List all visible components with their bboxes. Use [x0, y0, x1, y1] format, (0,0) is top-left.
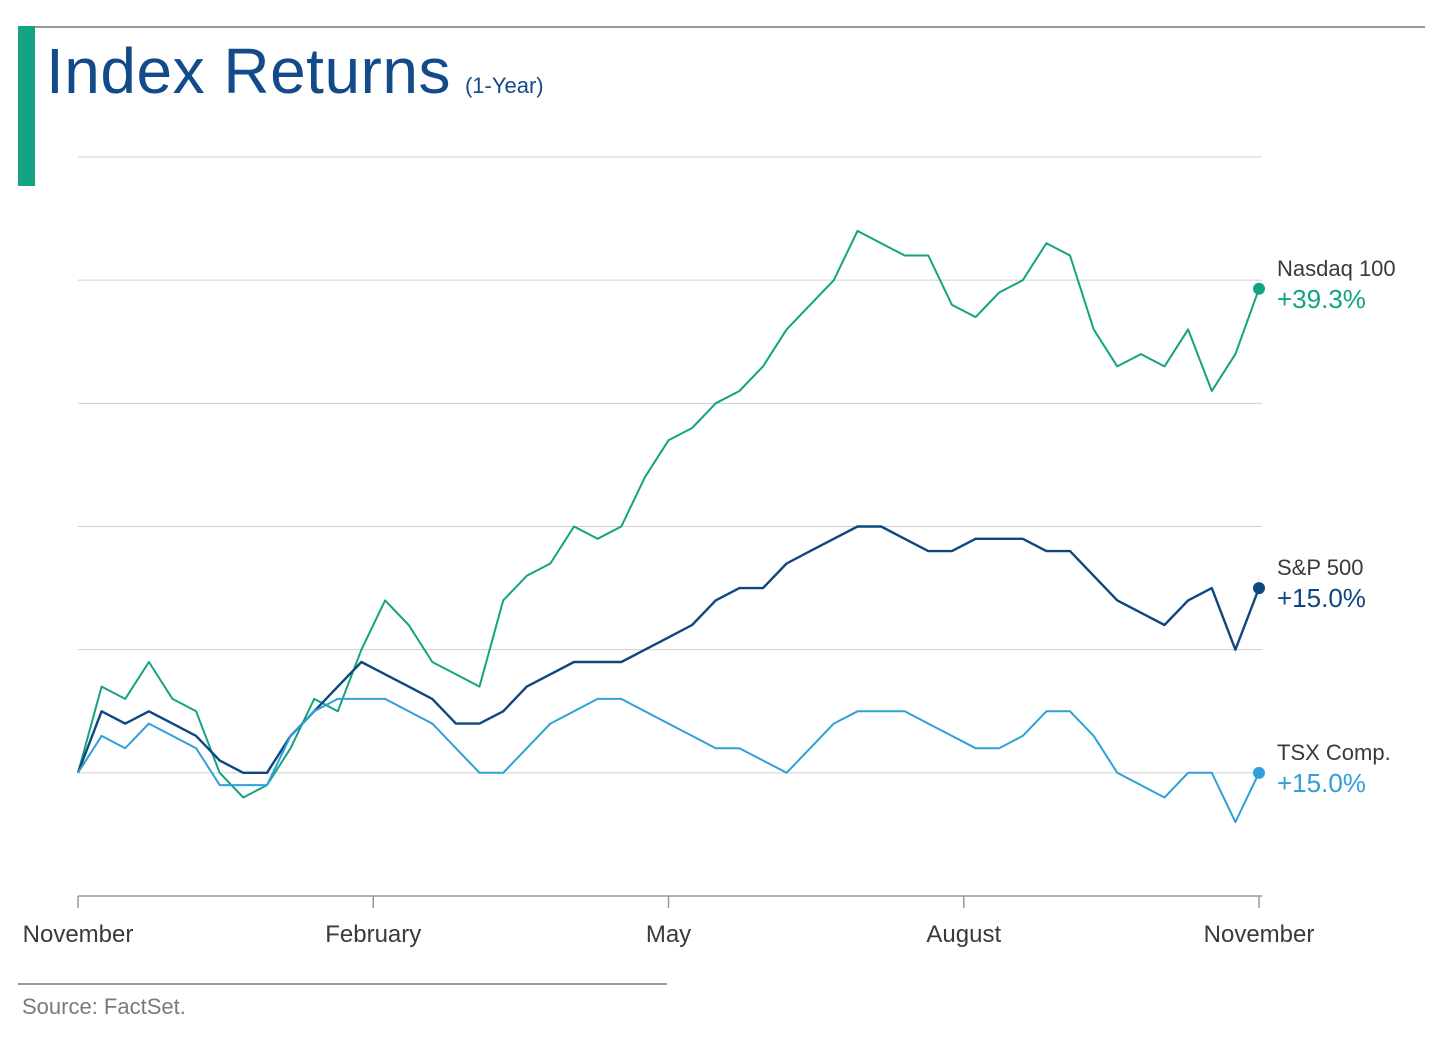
series-end-marker [1253, 766, 1265, 779]
series-name-label: S&P 500 [1277, 555, 1363, 580]
series-lines [76, 229, 1261, 824]
x-tick-label: August [926, 921, 1001, 948]
series-value-label: +15.0% [1277, 583, 1366, 613]
series-name-label: TSX Comp. [1277, 740, 1391, 765]
title-block: Index Returns (1-Year) [46, 34, 544, 108]
x-tick-label: November [1204, 921, 1315, 948]
x-tick-label: May [646, 921, 691, 948]
series-line [77, 697, 1260, 824]
x-tick-label: February [325, 921, 421, 948]
series-name-label: Nasdaq 100 [1277, 256, 1396, 281]
series-line [76, 525, 1261, 774]
title-accent-bar [18, 26, 35, 186]
series-value-label: +15.0% [1277, 768, 1366, 798]
series-line [77, 229, 1260, 799]
series-end-labels: Nasdaq 100 +39.3% S&P 500 +15.0% TSX Comp. +1… [1253, 256, 1396, 798]
source-note: Source: FactSet. [22, 994, 186, 1019]
chart-title: Index Returns [46, 35, 451, 107]
series-end-marker [1253, 282, 1265, 295]
x-axis: November February May August November [23, 896, 1315, 948]
x-tick-label: November [23, 921, 134, 948]
top-rule [18, 26, 1425, 28]
gridlines [78, 156, 1262, 897]
series-end-marker [1253, 582, 1265, 595]
series-value-label: +39.3% [1277, 284, 1366, 314]
chart-subtitle: (1-Year) [464, 73, 544, 98]
bottom-rule [18, 983, 667, 985]
